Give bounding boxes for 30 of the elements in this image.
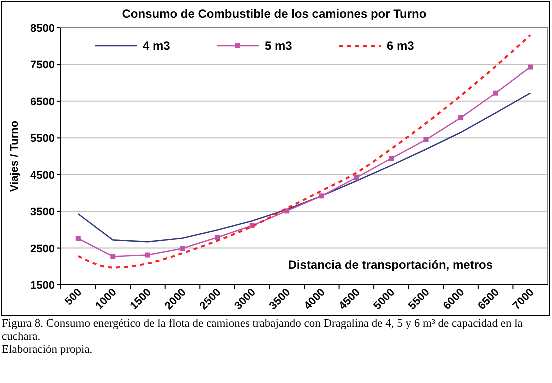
text: Figura 8. Consumo energético de la flota de camiones trabajando con Dragalina de 4, 5 y 6 m³ de capacidad en la cuchara.	[2, 318, 524, 344]
point	[145, 252, 150, 258]
y-tick-label: 7500	[30, 60, 55, 72]
point	[215, 235, 220, 240]
x-axis-title: Distancia de transportación, metros	[288, 258, 494, 272]
y-axis-title: Viajes / Turno	[9, 120, 21, 192]
point	[76, 236, 81, 242]
point	[354, 175, 360, 180]
point	[284, 208, 290, 214]
x-tick-label: 500	[63, 286, 85, 308]
y-tick-label: 6500	[30, 96, 55, 108]
y-tick-label: 4500	[30, 170, 55, 182]
point	[110, 254, 116, 260]
line-series	[78, 92, 532, 243]
point	[493, 90, 498, 96]
y-tick-label: 3500	[30, 206, 55, 219]
point	[424, 137, 429, 142]
point	[528, 64, 534, 70]
legend-label: 6 m3	[387, 39, 415, 53]
point	[458, 115, 464, 120]
y-tick-label: 5500	[30, 133, 55, 146]
legend-label: 5 m3	[265, 39, 293, 53]
point	[319, 194, 324, 199]
text: Elaboración propia.	[2, 344, 94, 357]
legend-label: 4 m3	[143, 39, 171, 53]
y-tick-label: 2500	[30, 243, 55, 256]
point	[180, 246, 186, 252]
chart-title: Consumo de Combustible de los camiones por Turno	[122, 7, 427, 21]
point	[388, 156, 394, 162]
y-tick-label: 8500	[30, 23, 55, 35]
